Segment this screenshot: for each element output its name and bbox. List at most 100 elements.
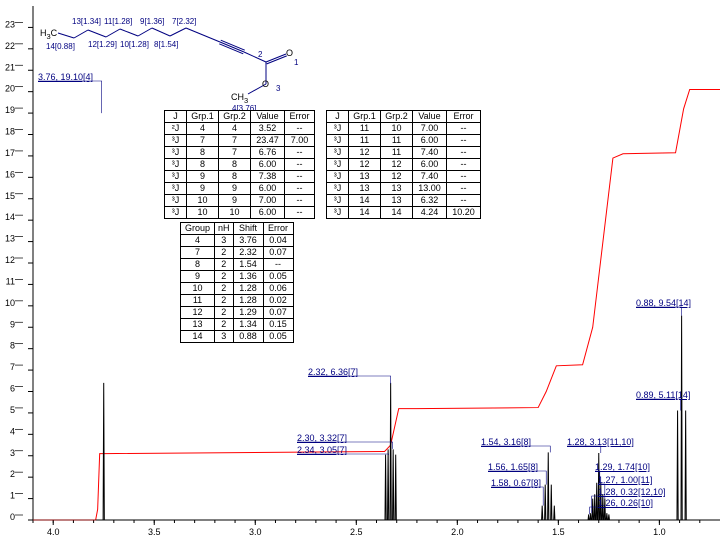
table-row: 1321.340.15 (181, 319, 294, 331)
table-row: 1221.290.07 (181, 307, 294, 319)
table-row: ³J11116.00-- (327, 135, 481, 147)
svg-text:5: 5 (10, 405, 15, 415)
svg-text:18: 18 (5, 127, 15, 137)
col-header: Grp.2 (219, 111, 251, 123)
table-row: 722.320.07 (181, 247, 294, 259)
table-row: ³J12126.00-- (327, 159, 481, 171)
table-row: ³J12117.40-- (327, 147, 481, 159)
fragment-label: 7[2.32] (172, 17, 196, 26)
coupling-table-2: JGrp.1Grp.2ValueError³J11107.00--³J11116… (326, 110, 481, 219)
peak-label: 2.32, 6.36[7] (308, 367, 358, 377)
svg-text:17: 17 (5, 148, 15, 158)
table-row: ²J443.52-- (165, 123, 315, 135)
col-header: Value (413, 111, 447, 123)
col-header: nH (215, 223, 234, 235)
table-row: 921.360.05 (181, 271, 294, 283)
table-row: ³J14144.2410.20 (327, 207, 481, 219)
table-row: ³J7723.477.00 (165, 135, 315, 147)
table-row: 1121.280.02 (181, 295, 294, 307)
svg-text:3: 3 (10, 448, 15, 458)
svg-text:13: 13 (5, 234, 15, 244)
svg-text:6: 6 (10, 384, 15, 394)
fragment-label: 2 (258, 50, 262, 59)
svg-text:3.0: 3.0 (249, 527, 262, 537)
svg-text:16: 16 (5, 169, 15, 179)
svg-text:1: 1 (10, 491, 15, 501)
fragment-label: 10[1.28] (120, 40, 149, 49)
peak-label: 1.54, 3.16[8] (481, 437, 531, 447)
peak-label: 1.26, 0.26[10] (598, 498, 653, 508)
peak-label: 1.27, 1.00[11] (598, 475, 652, 485)
svg-text:11: 11 (6, 276, 15, 286)
table-row: ³J14136.32-- (327, 195, 481, 207)
fragment-label: 12[1.29] (88, 40, 117, 49)
fragment-label: 8[1.54] (154, 40, 178, 49)
atom-label: O (262, 79, 269, 89)
col-header: Grp.1 (187, 111, 219, 123)
fragment-label: 11[1.28] (104, 17, 132, 26)
col-header: J (165, 111, 187, 123)
peak-label: 1.58, 0.67[8] (491, 478, 541, 488)
peak-label: 3.76, 19.10[4] (38, 72, 93, 82)
peak-label: 1.28, 3.13[11,10] (567, 437, 634, 447)
col-header: Error (447, 111, 481, 123)
svg-text:14: 14 (5, 212, 15, 222)
table-row: ³J1097.00-- (165, 195, 315, 207)
col-header: Group (181, 223, 215, 235)
svg-text:22: 22 (5, 41, 15, 51)
peak-label: 2.34, 3.05[7] (297, 445, 347, 455)
svg-text:4.0: 4.0 (47, 527, 60, 537)
col-header: Grp.1 (349, 111, 381, 123)
table-row: ³J886.00-- (165, 159, 315, 171)
svg-text:2: 2 (10, 469, 15, 479)
atom-label: O (286, 48, 293, 58)
peak-label: 1.28, 0.32[12,10] (598, 487, 666, 497)
svg-text:9: 9 (10, 319, 15, 329)
table-row: ³J876.76-- (165, 147, 315, 159)
fragment-label: 3 (276, 84, 280, 93)
fragment-label: 14[0.88] (46, 42, 75, 51)
table-row: ³J996.00-- (165, 183, 315, 195)
peak-label: 0.89, 5.11[14] (636, 390, 690, 400)
svg-text:2.0: 2.0 (451, 527, 464, 537)
col-header: J (327, 111, 349, 123)
svg-text:3.5: 3.5 (148, 527, 161, 537)
table-row: 1430.880.05 (181, 331, 294, 343)
fragment-label: 9[1.36] (140, 17, 164, 26)
table-row: ³J987.38-- (165, 171, 315, 183)
table-row: ³J131313.00-- (327, 183, 481, 195)
table-row: ³J10106.00-- (165, 207, 315, 219)
svg-text:23: 23 (5, 19, 15, 29)
col-header: Shift (233, 223, 263, 235)
svg-text:2.5: 2.5 (350, 527, 363, 537)
svg-text:8: 8 (10, 341, 15, 351)
peak-label: 1.29, 1.74[10] (595, 462, 650, 472)
svg-text:15: 15 (5, 191, 15, 201)
peak-label: 2.30, 3.32[7] (297, 433, 347, 443)
table-row: 433.760.04 (181, 235, 294, 247)
svg-text:20: 20 (5, 84, 15, 94)
col-header: Error (285, 111, 315, 123)
shift-table: GroupnHShiftError433.760.04722.320.07821… (180, 222, 294, 343)
nmr-plot: 4.03.53.02.52.01.51.00123456789101112131… (0, 0, 724, 541)
svg-text:0: 0 (10, 512, 15, 522)
atom-label: H3C (40, 28, 57, 41)
table-row: ³J11107.00-- (327, 123, 481, 135)
svg-text:12: 12 (5, 255, 15, 265)
peak-label: 0.88, 9.54[14] (636, 298, 691, 308)
fragment-label: 1 (294, 58, 298, 67)
col-header: Error (263, 223, 293, 235)
atom-label: CH3 (231, 92, 248, 105)
svg-text:1.0: 1.0 (653, 527, 666, 537)
col-header: Grp.2 (381, 111, 413, 123)
svg-text:4: 4 (10, 426, 15, 436)
col-header: Value (251, 111, 285, 123)
peak-label: 1.56, 1.65[8] (488, 462, 538, 472)
table-row: 821.54-- (181, 259, 294, 271)
svg-text:10: 10 (5, 298, 15, 308)
coupling-table-1: JGrp.1Grp.2ValueError²J443.52--³J7723.47… (164, 110, 315, 219)
table-row: 1021.280.06 (181, 283, 294, 295)
svg-text:21: 21 (5, 62, 15, 72)
svg-text:1.5: 1.5 (552, 527, 565, 537)
svg-text:7: 7 (10, 362, 15, 372)
